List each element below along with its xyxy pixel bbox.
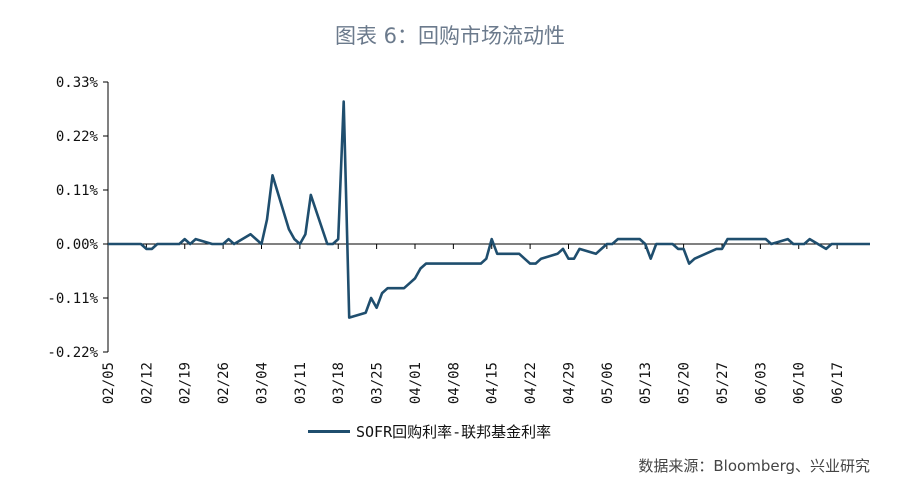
x-tick-label: 04/01 bbox=[408, 362, 424, 404]
y-tick-label: 0.00% bbox=[56, 237, 99, 253]
chart-title: 图表 6：回购市场流动性 bbox=[334, 24, 566, 48]
x-tick-label: 06/10 bbox=[792, 362, 808, 404]
x-tick-label: 02/19 bbox=[178, 362, 194, 404]
x-tick-label: 04/08 bbox=[446, 362, 462, 404]
legend-label: SOFR回购利率-联邦基金利率 bbox=[356, 423, 552, 441]
x-tick-label: 06/17 bbox=[830, 362, 846, 404]
x-tick-label: 04/22 bbox=[523, 362, 539, 404]
x-tick-label: 03/25 bbox=[370, 362, 386, 404]
x-tick-label: 03/04 bbox=[254, 362, 270, 404]
y-tick-label: 0.11% bbox=[56, 183, 99, 199]
y-tick-label: 0.33% bbox=[56, 75, 99, 91]
x-tick-label: 04/29 bbox=[561, 362, 577, 404]
source-note: 数据来源：Bloomberg、兴业研究 bbox=[638, 457, 870, 475]
legend-swatch bbox=[308, 430, 350, 433]
x-tick-label: 05/06 bbox=[600, 362, 616, 404]
y-tick-label: 0.22% bbox=[56, 129, 99, 145]
x-tick-label: 02/05 bbox=[101, 362, 117, 404]
x-tick-label: 02/26 bbox=[216, 362, 232, 404]
y-tick-label: -0.22% bbox=[47, 345, 98, 361]
x-tick-label: 03/11 bbox=[293, 362, 309, 404]
x-tick-label: 03/18 bbox=[331, 362, 347, 404]
x-tick-label: 05/20 bbox=[677, 362, 693, 404]
x-tick-label: 02/12 bbox=[139, 362, 155, 404]
x-tick-label: 06/03 bbox=[753, 362, 769, 404]
x-tick-label: 05/13 bbox=[638, 362, 654, 404]
series-line bbox=[108, 100, 870, 319]
x-tick-label: 04/15 bbox=[485, 362, 501, 404]
y-tick-label: -0.11% bbox=[47, 291, 98, 307]
legend: SOFR回购利率-联邦基金利率 bbox=[308, 421, 551, 442]
x-tick-label: 05/27 bbox=[715, 362, 731, 404]
